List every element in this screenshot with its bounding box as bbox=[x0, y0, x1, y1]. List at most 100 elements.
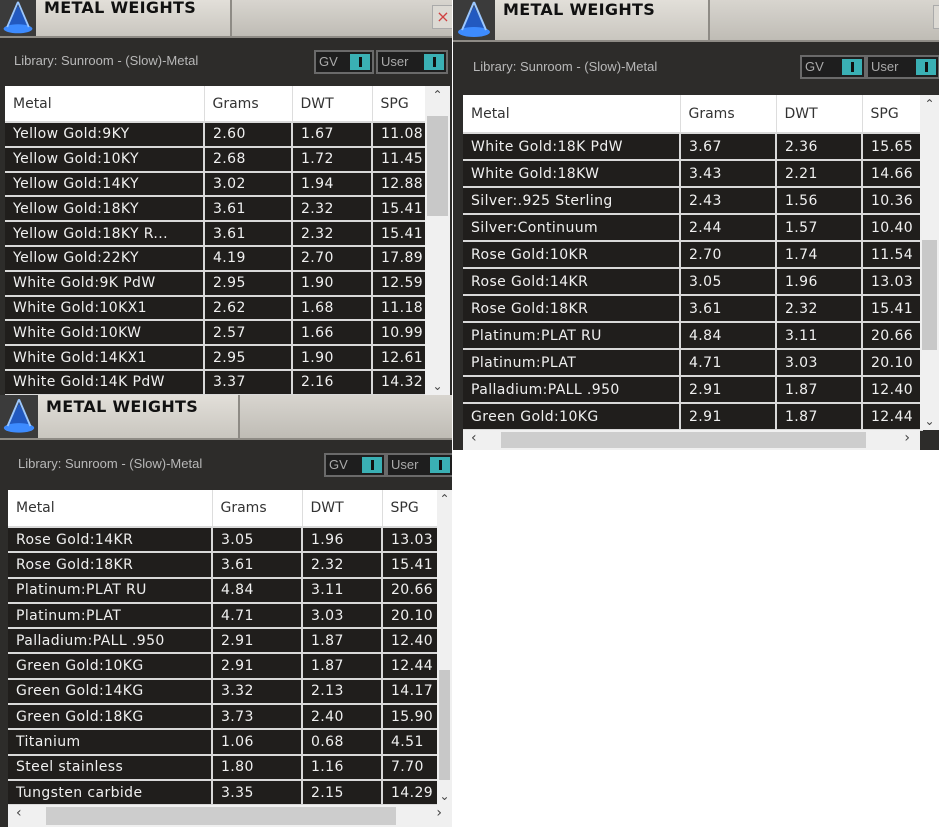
table-row[interactable]: Green Gold:10KG 2.91 1.87 12.44 bbox=[8, 652, 441, 680]
toggle-switch[interactable] bbox=[842, 59, 862, 75]
table-row[interactable]: Green Gold:18KG 3.73 2.40 15.90 bbox=[8, 703, 441, 731]
toggle-switch[interactable] bbox=[350, 54, 370, 70]
cell-grams: 3.35 bbox=[212, 778, 303, 807]
vertical-scrollbar[interactable]: ⌃ ⌄ bbox=[437, 490, 452, 805]
table-row[interactable]: White Gold:18KW 3.43 2.21 14.66 bbox=[463, 159, 923, 188]
column-header-dwt[interactable]: DWT bbox=[776, 95, 863, 133]
column-header-grams[interactable]: Grams bbox=[212, 490, 303, 527]
scroll-thumb[interactable] bbox=[46, 807, 396, 825]
table-row[interactable]: Green Gold:10KG 2.91 1.87 12.44 bbox=[463, 402, 923, 431]
column-header-dwt[interactable]: DWT bbox=[302, 490, 383, 527]
table-row[interactable]: Platinum:PLAT RU 4.84 3.11 20.66 bbox=[8, 576, 441, 604]
column-header-spg[interactable]: SPG bbox=[372, 86, 433, 122]
toggle-switch[interactable] bbox=[916, 59, 936, 75]
table-row[interactable]: Silver:Continuum 2.44 1.57 10.40 bbox=[463, 213, 923, 242]
table-row[interactable]: Yellow Gold:10KY 2.68 1.72 11.45 bbox=[5, 145, 433, 173]
table-header: Metal Grams DWT SPG bbox=[463, 95, 923, 133]
table-row[interactable]: Yellow Gold:22KY 4.19 2.70 17.89 bbox=[5, 244, 433, 272]
column-header-metal[interactable]: Metal bbox=[8, 490, 213, 527]
table-row[interactable]: White Gold:18K PdW 3.67 2.36 15.65 bbox=[463, 132, 923, 161]
table-row[interactable]: White Gold:9K PdW 2.95 1.90 12.59 bbox=[5, 269, 433, 297]
title-bar[interactable]: METAL WEIGHTS × bbox=[453, 0, 939, 42]
cell-spg: 15.90 bbox=[382, 703, 441, 731]
horizontal-scrollbar[interactable]: ‹ › bbox=[8, 805, 452, 827]
table-row[interactable]: Platinum:PLAT 4.71 3.03 20.10 bbox=[463, 348, 923, 377]
scroll-down-icon[interactable]: ⌄ bbox=[439, 789, 450, 803]
table-row[interactable]: Yellow Gold:9KY 2.60 1.67 11.08 bbox=[5, 121, 433, 148]
toggle-switch[interactable] bbox=[424, 54, 444, 70]
table-row[interactable]: White Gold:10KW 2.57 1.66 10.99 bbox=[5, 319, 433, 347]
scroll-thumb[interactable] bbox=[439, 670, 450, 780]
cell-spg: 14.32 bbox=[372, 368, 433, 395]
toggle-gv[interactable]: GV bbox=[324, 453, 386, 477]
scroll-right-icon[interactable]: › bbox=[436, 805, 442, 821]
cell-metal: Titanium bbox=[8, 728, 213, 756]
scroll-up-icon[interactable]: ⌃ bbox=[432, 88, 443, 102]
table-row[interactable]: Yellow Gold:14KY 3.02 1.94 12.88 bbox=[5, 170, 433, 198]
scroll-up-icon[interactable]: ⌃ bbox=[924, 97, 935, 111]
vertical-scrollbar[interactable]: ⌃ ⌄ bbox=[425, 86, 450, 395]
scroll-thumb[interactable] bbox=[501, 432, 866, 448]
toggle-switch[interactable] bbox=[430, 457, 450, 473]
cell-dwt: 2.32 bbox=[302, 551, 383, 579]
table-row[interactable]: Palladium:PALL .950 2.91 1.87 12.40 bbox=[8, 627, 441, 655]
table-row[interactable]: Yellow Gold:18KY 3.61 2.32 15.41 bbox=[5, 195, 433, 223]
table-row[interactable]: Tungsten carbide 3.35 2.15 14.29 bbox=[8, 778, 441, 807]
table-row[interactable]: Palladium:PALL .950 2.91 1.87 12.40 bbox=[463, 375, 923, 404]
column-header-spg[interactable]: SPG bbox=[382, 490, 441, 527]
cell-spg: 20.10 bbox=[382, 601, 441, 630]
cell-dwt: 3.03 bbox=[776, 348, 863, 377]
scroll-right-icon[interactable]: › bbox=[904, 430, 910, 446]
scroll-thumb[interactable] bbox=[427, 116, 448, 216]
cell-spg: 13.03 bbox=[382, 525, 441, 554]
column-header-grams[interactable]: Grams bbox=[204, 86, 293, 122]
scroll-left-icon[interactable]: ‹ bbox=[16, 805, 22, 821]
title-bar[interactable]: METAL WEIGHTS bbox=[0, 395, 452, 440]
toggle-gv[interactable]: GV bbox=[800, 55, 866, 79]
close-button[interactable]: × bbox=[432, 5, 452, 29]
scroll-up-icon[interactable]: ⌃ bbox=[439, 492, 450, 506]
cell-metal: Tungsten carbide bbox=[8, 778, 213, 807]
column-header-spg[interactable]: SPG bbox=[862, 95, 923, 133]
toggle-gv[interactable]: GV bbox=[314, 50, 374, 74]
cell-dwt: 2.16 bbox=[292, 368, 373, 395]
cell-metal: Yellow Gold:9KY bbox=[5, 121, 205, 148]
table-row[interactable]: Platinum:PLAT 4.71 3.03 20.10 bbox=[8, 601, 441, 630]
table-row[interactable]: Silver:.925 Sterling 2.43 1.56 10.36 bbox=[463, 186, 923, 215]
column-header-metal[interactable]: Metal bbox=[463, 95, 681, 133]
toggle-user[interactable]: User bbox=[386, 453, 452, 477]
column-header-metal[interactable]: Metal bbox=[5, 86, 205, 122]
cell-dwt: 1.87 bbox=[302, 652, 383, 680]
toggle-user[interactable]: User bbox=[376, 50, 448, 74]
column-header-grams[interactable]: Grams bbox=[680, 95, 777, 133]
horizontal-scrollbar[interactable]: ‹ › bbox=[463, 430, 920, 450]
toggle-user[interactable]: User bbox=[866, 55, 939, 79]
table-row[interactable]: Rose Gold:14KR 3.05 1.96 13.03 bbox=[463, 267, 923, 296]
scroll-left-icon[interactable]: ‹ bbox=[471, 430, 477, 446]
table-row[interactable]: Yellow Gold:18KY R... 3.61 2.32 15.41 bbox=[5, 220, 433, 247]
cell-grams: 3.67 bbox=[680, 132, 777, 161]
table-row[interactable]: White Gold:14K PdW 3.37 2.16 14.32 bbox=[5, 368, 433, 395]
toggle-switch[interactable] bbox=[362, 457, 382, 473]
column-header-dwt[interactable]: DWT bbox=[292, 86, 373, 122]
table-row[interactable]: Rose Gold:18KR 3.61 2.32 15.41 bbox=[8, 551, 441, 579]
table-row[interactable]: White Gold:10KX1 2.62 1.68 11.18 bbox=[5, 294, 433, 322]
scroll-thumb[interactable] bbox=[922, 240, 937, 350]
table-row[interactable]: Green Gold:14KG 3.32 2.13 14.17 bbox=[8, 677, 441, 706]
cell-metal: White Gold:10KW bbox=[5, 319, 205, 347]
table-row[interactable]: Platinum:PLAT RU 4.84 3.11 20.66 bbox=[463, 321, 923, 350]
vertical-scrollbar[interactable]: ⌃ ⌄ bbox=[920, 95, 939, 430]
table-row[interactable]: Rose Gold:14KR 3.05 1.96 13.03 bbox=[8, 525, 441, 554]
close-button[interactable]: × bbox=[933, 5, 939, 29]
scroll-down-icon[interactable]: ⌄ bbox=[432, 379, 443, 393]
title-bar[interactable]: METAL WEIGHTS × bbox=[0, 0, 452, 38]
table-row[interactable]: White Gold:14KX1 2.95 1.90 12.61 bbox=[5, 344, 433, 371]
table-row[interactable]: Rose Gold:18KR 3.61 2.32 15.41 bbox=[463, 294, 923, 323]
cell-metal: Yellow Gold:14KY bbox=[5, 170, 205, 198]
cell-spg: 12.40 bbox=[862, 375, 923, 404]
cell-grams: 4.19 bbox=[204, 244, 293, 272]
table-row[interactable]: Steel stainless 1.80 1.16 7.70 bbox=[8, 753, 441, 781]
table-row[interactable]: Rose Gold:10KR 2.70 1.74 11.54 bbox=[463, 240, 923, 269]
scroll-down-icon[interactable]: ⌄ bbox=[924, 414, 935, 428]
table-row[interactable]: Titanium 1.06 0.68 4.51 bbox=[8, 728, 441, 756]
